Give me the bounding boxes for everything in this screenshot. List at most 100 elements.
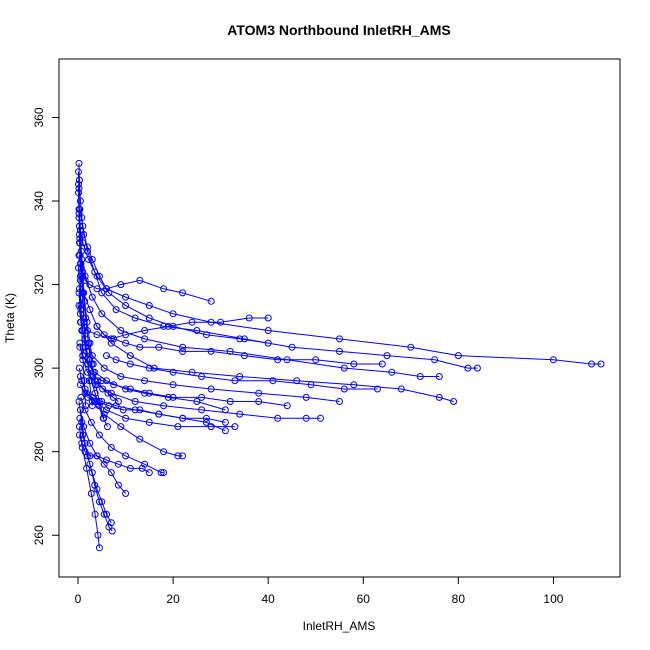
data-point <box>336 347 343 355</box>
data-point <box>86 306 94 314</box>
data-point <box>450 398 458 405</box>
y-tick-label: 360 <box>32 107 46 127</box>
data-point <box>317 414 324 422</box>
data-point <box>126 464 134 472</box>
x-tick-label: 40 <box>262 592 276 606</box>
series-line <box>79 347 226 411</box>
y-tick-label: 280 <box>32 441 46 461</box>
data-point <box>86 460 94 468</box>
data-point <box>245 314 253 322</box>
data-point <box>98 498 106 506</box>
data-point <box>169 322 177 330</box>
data-point <box>188 318 196 326</box>
data-point <box>340 385 348 393</box>
y-tick-label: 340 <box>32 191 46 211</box>
data-point <box>86 281 94 289</box>
data-point <box>81 448 89 456</box>
data-point <box>374 385 381 393</box>
data-point <box>198 373 206 380</box>
data-point <box>145 364 153 372</box>
data-point <box>264 327 272 334</box>
data-point <box>103 456 110 464</box>
data-point <box>255 398 263 405</box>
x-tick-label: 60 <box>357 592 371 606</box>
series-line <box>79 376 183 457</box>
data-point <box>231 377 239 385</box>
series-line <box>92 376 288 407</box>
data-point <box>350 381 358 389</box>
data-point <box>77 247 85 255</box>
plot-frame <box>58 58 621 578</box>
data-point <box>75 285 83 293</box>
series-line <box>78 242 440 377</box>
data-point <box>179 347 187 355</box>
data-point <box>83 464 91 472</box>
data-point <box>107 444 115 451</box>
data-point <box>76 381 84 389</box>
series-line <box>78 426 100 548</box>
data-point <box>110 335 118 343</box>
data-point <box>80 423 88 431</box>
data-point <box>104 389 112 397</box>
data-point <box>231 423 239 431</box>
data-point <box>117 423 125 431</box>
data-point <box>126 352 134 360</box>
data-point <box>549 356 557 364</box>
data-point <box>77 264 85 272</box>
data-point <box>145 418 153 426</box>
y-tick-label: 300 <box>32 358 46 378</box>
y-axis-label: Theta (K) <box>3 293 17 343</box>
data-point <box>126 360 134 368</box>
data-point <box>269 377 277 385</box>
data-point <box>119 406 127 414</box>
data-point <box>136 406 144 414</box>
data-point <box>87 377 95 385</box>
data-point <box>164 322 172 330</box>
x-tick-label: 100 <box>543 592 563 606</box>
data-point <box>104 423 111 431</box>
data-point <box>155 410 163 418</box>
data-point <box>87 490 95 497</box>
data-point <box>105 289 113 297</box>
data-point <box>91 268 99 276</box>
data-point <box>93 331 101 339</box>
data-point <box>122 490 130 497</box>
data-point <box>221 427 229 435</box>
data-point <box>76 318 84 326</box>
data-point <box>169 393 177 401</box>
data-point <box>86 452 94 460</box>
data-point <box>198 406 206 414</box>
data-point <box>114 398 122 405</box>
data-point <box>75 159 83 167</box>
data-point <box>193 398 201 405</box>
data-point <box>126 385 134 393</box>
data-point <box>114 460 122 468</box>
data-point <box>112 402 120 410</box>
data-point <box>160 469 168 477</box>
x-tick-label: 80 <box>452 592 466 606</box>
data-point <box>93 272 101 280</box>
data-point <box>217 318 225 326</box>
data-point <box>435 373 443 380</box>
data-point <box>88 293 96 301</box>
data-point <box>283 402 291 410</box>
series-line <box>78 192 87 406</box>
data-point <box>350 360 358 368</box>
data-point <box>122 302 130 309</box>
data-point <box>302 393 310 401</box>
data-point <box>78 327 86 334</box>
data-point <box>221 406 229 414</box>
data-point <box>473 364 481 372</box>
data-point <box>78 377 86 385</box>
series-line <box>78 163 601 365</box>
data-point <box>155 343 163 351</box>
series-line <box>87 396 226 423</box>
data-point <box>336 398 343 405</box>
data-point <box>131 314 139 322</box>
data-point <box>77 302 85 309</box>
data-point <box>117 373 125 380</box>
series-line <box>78 434 150 474</box>
data-point <box>75 423 83 431</box>
data-point <box>145 389 153 397</box>
